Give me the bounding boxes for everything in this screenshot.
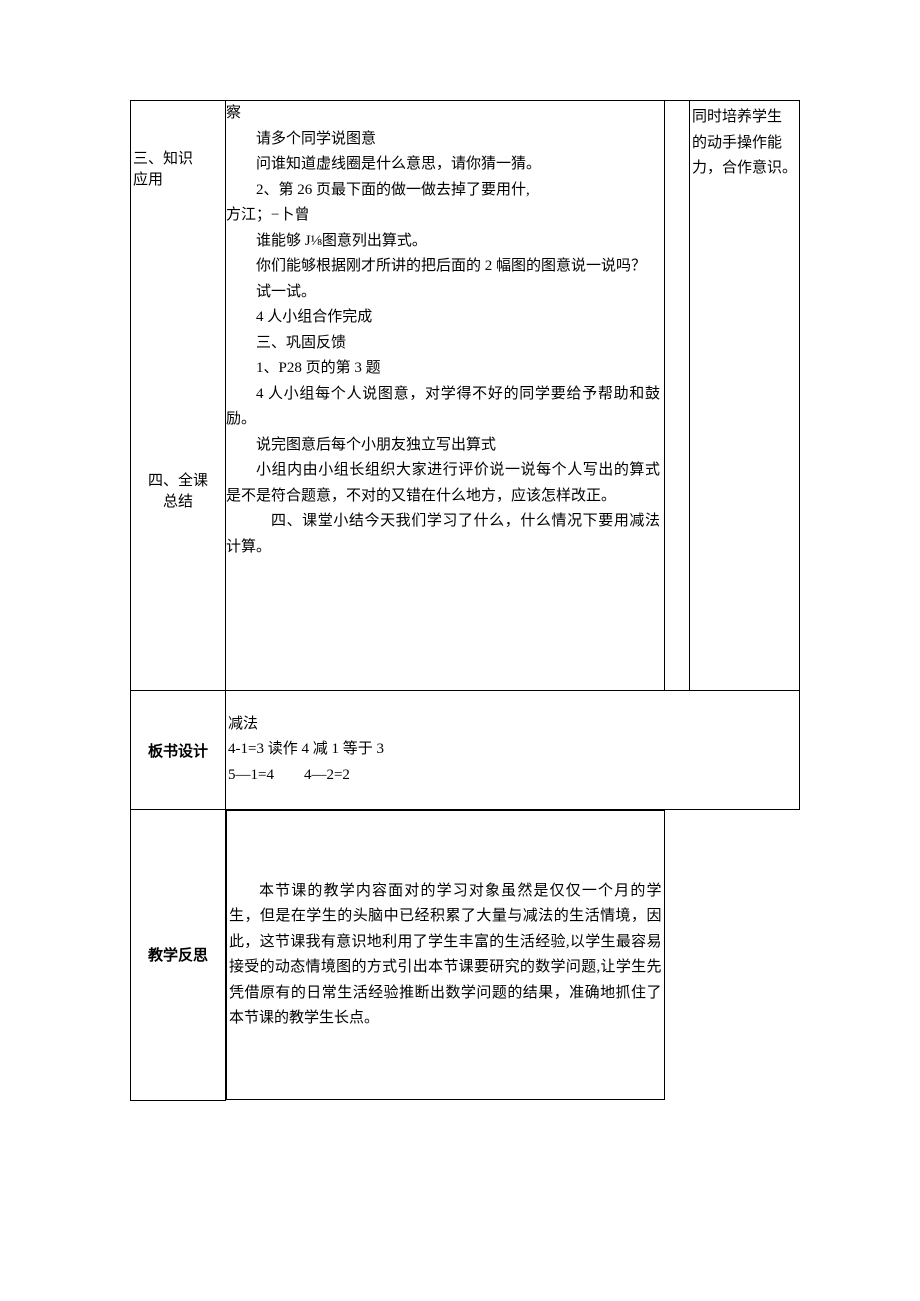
content-line: 请多个同学说图意 [226, 127, 660, 153]
empty-narrow-cell [665, 101, 690, 691]
note-line: 的动手操作能 [692, 131, 797, 157]
table-row: 板书设计 减法 4-1=3 读作 4 减 1 等于 3 5—1=4 4—2=2 [131, 691, 800, 810]
board-design-cell: 减法 4-1=3 读作 4 减 1 等于 3 5—1=4 4—2=2 [226, 691, 800, 810]
board-design-label: 板书设计 [131, 691, 226, 810]
content-line: 试一试。 [226, 280, 660, 306]
content-line: 三、巩固反馈 [226, 331, 660, 357]
content-line: 4 人小组每个人说图意，对学得不好的同学要给予帮助和鼓励。 [226, 382, 660, 433]
table-row: 三、知识 应用 四、全课 总结 察 请多个同学说图意 问谁知道虚线圈是什么意思，… [131, 101, 800, 691]
note-line: 同时培养学生 [692, 105, 797, 131]
section-label: 三、知识 [133, 147, 223, 168]
reflection-label: 教学反思 [131, 810, 226, 1101]
content-line: 2、第 26 页最下面的做一做去掉了要用什, [226, 178, 660, 204]
lesson-plan-table: 三、知识 应用 四、全课 总结 察 请多个同学说图意 问谁知道虚线圈是什么意思，… [130, 100, 800, 1101]
reflection-text: 本节课的教学内容面对的学习对象虽然是仅仅一个月的学生，但是在学生的头脑中已经积累… [229, 879, 662, 1032]
content-line: 小组内由小组长组织大家进行评价说一说每个人写出的算式是不是符合题意，不对的又错在… [226, 458, 660, 509]
section-label: 总结 [133, 490, 223, 511]
board-line: 5—1=4 4—2=2 [228, 763, 797, 789]
board-title: 减法 [228, 712, 797, 738]
notes-cell: 同时培养学生 的动手操作能 力，合作意识。 [690, 101, 800, 691]
section-label: 应用 [133, 168, 223, 189]
content-line: 1、P28 页的第 3 题 [226, 356, 660, 382]
content-line: 你们能够根据刚才所讲的把后面的 2 幅图的图意说一说吗？ [226, 254, 660, 280]
board-line: 4-1=3 读作 4 减 1 等于 3 [228, 737, 797, 763]
content-line: 方江；−卜曾 [226, 203, 660, 229]
content-line: 4 人小组合作完成 [226, 305, 660, 331]
content-line: 四、课堂小结今天我们学习了什么，什么情况下要用减法计算。 [226, 509, 660, 560]
content-line: 问谁知道虚线圈是什么意思，请你猜一猜。 [226, 152, 660, 178]
document-page: 三、知识 应用 四、全课 总结 察 请多个同学说图意 问谁知道虚线圈是什么意思，… [0, 0, 920, 1201]
section-labels-cell: 三、知识 应用 四、全课 总结 [131, 101, 226, 691]
teaching-content-cell: 察 请多个同学说图意 问谁知道虚线圈是什么意思，请你猜一猜。 2、第 26 页最… [226, 101, 665, 691]
table-row: 教学反思 本节课的教学内容面对的学习对象虽然是仅仅一个月的学生，但是在学生的头脑… [131, 810, 800, 1101]
section-label: 四、全课 [133, 469, 223, 490]
reflection-cell: 本节课的教学内容面对的学习对象虽然是仅仅一个月的学生，但是在学生的头脑中已经积累… [226, 810, 665, 1100]
content-line: 谁能够 J⅛图意列出算式。 [226, 229, 660, 255]
content-line: 察 [226, 101, 660, 127]
note-line: 力，合作意识。 [692, 156, 797, 182]
content-line: 说完图意后每个小朋友独立写出算式 [226, 433, 660, 459]
